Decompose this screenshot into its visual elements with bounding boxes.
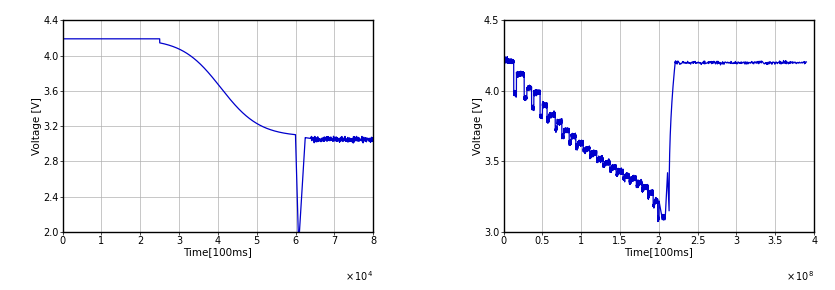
Y-axis label: Voltage [V]: Voltage [V] bbox=[32, 97, 42, 155]
X-axis label: Time[100ms]: Time[100ms] bbox=[184, 248, 252, 258]
X-axis label: Time[100ms]: Time[100ms] bbox=[625, 248, 693, 258]
Y-axis label: Voltage [V]: Voltage [V] bbox=[473, 97, 483, 155]
Text: $\times\,10^8$: $\times\,10^8$ bbox=[786, 269, 814, 283]
Text: $\times\,10^4$: $\times\,10^4$ bbox=[345, 269, 373, 283]
